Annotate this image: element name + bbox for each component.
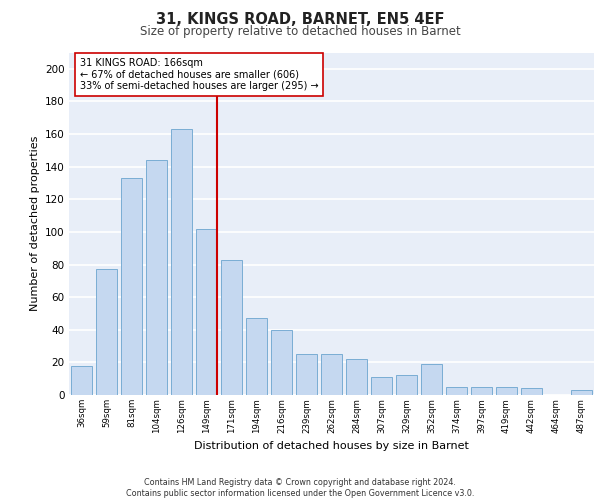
- Bar: [346, 359, 367, 395]
- Text: 31 KINGS ROAD: 166sqm
← 67% of detached houses are smaller (606)
33% of semi-det: 31 KINGS ROAD: 166sqm ← 67% of detached …: [79, 58, 318, 91]
- Bar: [521, 388, 542, 395]
- Bar: [571, 390, 592, 395]
- Bar: [321, 354, 342, 395]
- Bar: [271, 330, 292, 395]
- Bar: [71, 366, 92, 395]
- Bar: [246, 318, 267, 395]
- Bar: [146, 160, 167, 395]
- Y-axis label: Number of detached properties: Number of detached properties: [29, 136, 40, 312]
- Text: Size of property relative to detached houses in Barnet: Size of property relative to detached ho…: [140, 25, 460, 38]
- Bar: [171, 129, 192, 395]
- Bar: [421, 364, 442, 395]
- Bar: [496, 387, 517, 395]
- Bar: [196, 228, 217, 395]
- Text: 31, KINGS ROAD, BARNET, EN5 4EF: 31, KINGS ROAD, BARNET, EN5 4EF: [156, 12, 444, 28]
- Bar: [221, 260, 242, 395]
- Bar: [446, 387, 467, 395]
- Text: Contains HM Land Registry data © Crown copyright and database right 2024.
Contai: Contains HM Land Registry data © Crown c…: [126, 478, 474, 498]
- Bar: [371, 377, 392, 395]
- Bar: [96, 270, 117, 395]
- Bar: [471, 387, 492, 395]
- Bar: [396, 376, 417, 395]
- X-axis label: Distribution of detached houses by size in Barnet: Distribution of detached houses by size …: [194, 441, 469, 451]
- Bar: [121, 178, 142, 395]
- Bar: [296, 354, 317, 395]
